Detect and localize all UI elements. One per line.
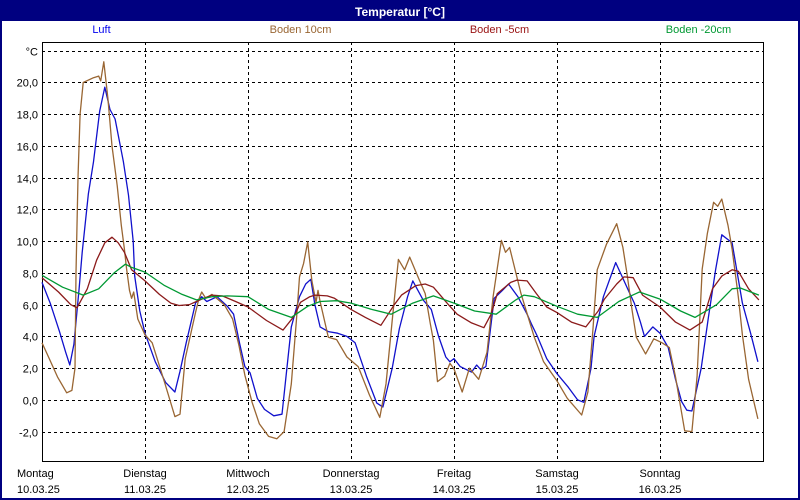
y-tick-label: -2,0 [19,428,38,440]
y-tick-labels: °C 20,0 18,0 16,0 14,0 12,0 10,0 8,0 6,0 4,0 2,0 0,… [17,47,38,440]
legend-item-boden-20cm: Boden -20cm [665,24,732,36]
x-day-name: Montag [17,468,54,480]
x-day-name: Samstag [535,468,578,480]
page-title: Temperatur [°C] [355,4,445,19]
y-tick-label: 16,0 [17,142,38,154]
legend-item-boden-10cm: Boden 10cm [269,24,332,36]
x-day-date: 13.03.25 [330,484,373,496]
x-day-name: Donnerstag [323,468,380,480]
series-line-boden-5cm [41,236,760,331]
x-day-date: 11.03.25 [124,484,166,496]
plot-border [42,42,764,462]
x-day-name: Freitag [437,468,471,480]
series-line-boden-10cm [41,61,759,440]
y-tick-label: 4,0 [23,332,38,344]
series-line-luft [41,86,759,417]
y-axis-unit-label: °C [26,47,38,59]
x-day-date: 16.03.25 [639,484,682,496]
x-day-name: Dienstag [123,468,166,480]
y-tick-label: 12,0 [17,205,38,217]
y-tick-label: 18,0 [17,110,38,122]
x-day-name: Sonntag [640,468,681,480]
x-gridlines [145,42,661,461]
x-day-name: Mittwoch [226,468,269,480]
x-day-date: 10.03.25 [17,484,60,496]
y-tick-label: 2,0 [23,364,38,376]
legend-item-boden-5cm: Boden -5cm [469,24,530,36]
y-gridlines [42,51,763,433]
y-tick-label: 14,0 [17,174,38,186]
y-tick-label: 6,0 [23,301,38,313]
x-day-date: 12.03.25 [227,484,270,496]
y-tick-label: 0,0 [23,396,38,408]
series-line-boden-20cm [41,263,760,319]
title-bar: Temperatur [°C] [2,2,798,21]
legend-item-luft: Luft [92,24,111,36]
y-tick-label: 20,0 [17,78,38,90]
x-axis-labels: Montag 10.03.25 Dienstag 11.03.25 Mittwoch 12… [17,468,681,496]
chart-legend: Luft Boden 10cm Boden -5cm Boden -20cm [2,24,798,40]
x-day-date: 14.03.25 [433,484,476,496]
y-tick-label: 8,0 [23,269,38,281]
x-day-date: 15.03.25 [536,484,579,496]
y-tick-label: 10,0 [17,237,38,249]
